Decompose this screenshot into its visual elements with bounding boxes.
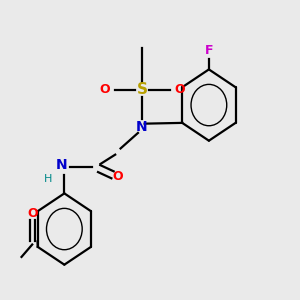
Text: N: N — [56, 158, 68, 172]
Text: O: O — [99, 83, 110, 96]
Text: O: O — [174, 83, 185, 96]
Text: O: O — [27, 207, 38, 220]
Text: S: S — [136, 82, 148, 97]
Text: H: H — [44, 174, 52, 184]
Text: N: N — [136, 120, 148, 134]
Text: O: O — [112, 170, 123, 183]
Text: F: F — [205, 44, 213, 57]
